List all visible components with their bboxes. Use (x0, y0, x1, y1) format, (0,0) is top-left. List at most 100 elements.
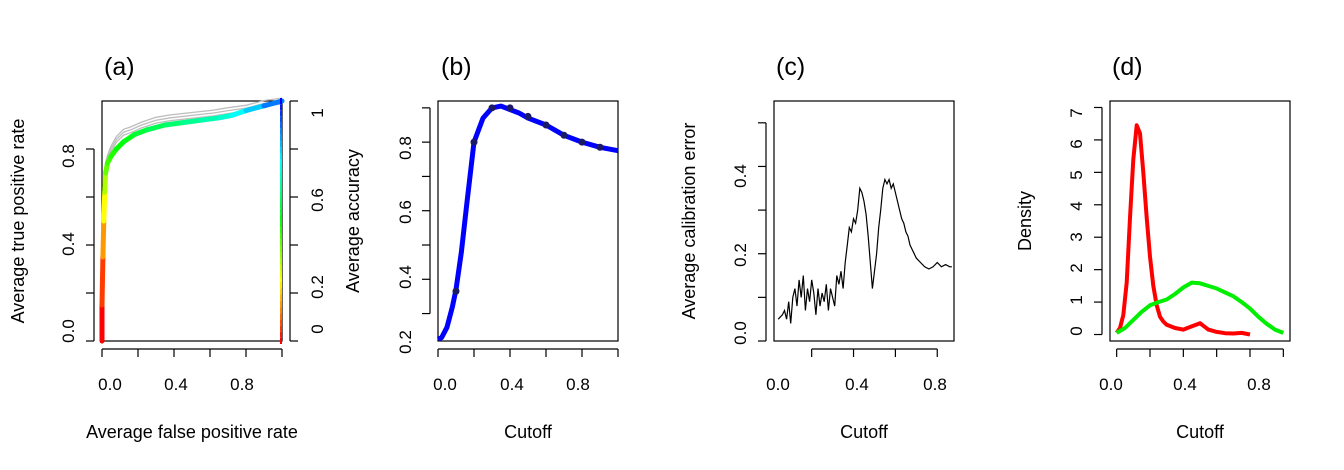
panel-d-y-tick-label: 2 (1067, 263, 1086, 272)
panel-b-y-tick-label: 0.4 (396, 265, 415, 289)
panel-b-y-tick-label: 0.6 (396, 200, 415, 224)
accuracy-colorbar-cell (280, 288, 282, 295)
accuracy-colorbar-cell (280, 221, 282, 228)
accuracy-point (452, 287, 460, 295)
panel-a-x-ticks: 0.0 0.4 0.8 (98, 375, 254, 394)
accuracy-colorbar-cell (280, 178, 282, 184)
roc-average-segment (243, 103, 267, 114)
accuracy-point (524, 112, 532, 120)
panel-a-x-axis-label: Average false positive rate (86, 422, 298, 442)
panel-a-x-tick-label: 0.4 (164, 375, 188, 394)
roc-average-segment (198, 115, 222, 123)
accuracy-point (542, 121, 550, 129)
panel-a-y-axis-label: Average true positive rate (8, 119, 28, 324)
panel-a-y2-tick-label: 0.6 (308, 188, 327, 212)
panel-a-series (99, 97, 285, 344)
accuracy-point (596, 143, 604, 151)
panel-c-label: (c) (776, 53, 805, 81)
density-red-line (1115, 123, 1251, 337)
accuracy-colorbar-cell (280, 159, 282, 166)
panel-b-axis-lines (422, 107, 619, 357)
panel-a-x-tick-label: 0.0 (98, 375, 122, 394)
panel-a-label: (a) (104, 53, 135, 81)
panel-a-y2-tick-label: 1 (308, 108, 327, 117)
panel-a-y2-tick-label: 0.2 (308, 275, 327, 299)
accuracy-colorbar-cell (280, 270, 282, 277)
panel-d-x-tick-label: 0.4 (1173, 375, 1197, 394)
accuracy-point (470, 138, 478, 146)
accuracy-colorbar-cell (280, 319, 282, 326)
accuracy-colorbar-cell (280, 331, 282, 338)
accuracy-colorbar-cell (280, 128, 282, 135)
panel-a-y2-axis-label: Average accuracy (343, 149, 363, 293)
accuracy-colorbar-cell (280, 307, 282, 314)
accuracy-colorbar-cell (280, 190, 282, 197)
panel-d-x-axis-label: Cutoff (1176, 422, 1225, 442)
roc-average-segment (101, 189, 108, 224)
accuracy-colorbar-cell (280, 196, 282, 203)
roc-average-segment (180, 117, 204, 126)
accuracy-colorbar-cell (280, 233, 282, 240)
panel-d-series (1115, 123, 1285, 337)
panel-d-y-ticks: 0 1 2 3 4 5 6 7 (1067, 108, 1086, 335)
accuracy-colorbar-cell (280, 258, 282, 264)
panel-d-x-tick-label: 0.8 (1247, 375, 1271, 394)
panel-b-x-tick-label: 0.0 (433, 375, 457, 394)
panel-b-x-axis-label: Cutoff (504, 422, 553, 442)
panel-c-x-tick-label: 0.0 (766, 375, 790, 394)
panel-c-series (777, 177, 952, 324)
accuracy-colorbar-cell (280, 227, 282, 234)
roc-average-segment (100, 218, 107, 260)
panel-d-y-tick-label: 7 (1067, 108, 1086, 117)
density-green-line (1115, 280, 1285, 335)
panel-d-y-tick-label: 0 (1067, 326, 1086, 335)
accuracy-colorbar-cell (280, 239, 282, 246)
accuracy-colorbar-cell (280, 294, 282, 301)
panel-d-axis-lines (1094, 106, 1284, 357)
accuracy-colorbar-cell (280, 245, 282, 252)
accuracy-colorbar-cell (280, 301, 282, 308)
panel-a-y-tick-label: 0.8 (59, 144, 78, 168)
accuracy-colorbar-cell (280, 104, 282, 111)
panel-a-y-ticks: 0.0 0.4 0.8 (59, 144, 78, 343)
accuracy-colorbar-cell (280, 313, 282, 320)
panel-b-x-tick-label: 0.8 (566, 375, 590, 394)
panel-a-y2-tick-label: 0 (308, 324, 327, 333)
accuracy-colorbar-cell (280, 282, 282, 289)
panel-a-axis-lines (86, 100, 298, 357)
accuracy-point (488, 104, 496, 112)
roc-average-segment (144, 122, 168, 133)
accuracy-colorbar-cell (280, 338, 282, 344)
calibration-error-line (777, 177, 952, 324)
panel-c-y-tick-label: 0.4 (731, 164, 750, 188)
panel-d-x-ticks: 0.0 0.4 0.8 (1099, 375, 1271, 394)
panel-d-x-tick-label: 0.0 (1099, 375, 1123, 394)
accuracy-colorbar-cell (280, 141, 282, 148)
roc-average-segment (261, 98, 285, 109)
panel-d-y-axis-label: Density (1015, 191, 1035, 251)
accuracy-colorbar-cell (280, 325, 282, 332)
roc-average-segment (162, 120, 186, 128)
panel-c-y-ticks: 0.0 0.2 0.4 (731, 164, 750, 345)
panel-b-y-ticks: 0.2 0.4 0.6 0.8 (396, 136, 415, 354)
panel-c-y-tick-label: 0.0 (731, 321, 750, 345)
panel-c-y-tick-label: 0.2 (731, 243, 750, 267)
accuracy-colorbar-cell (280, 251, 282, 258)
accuracy-colorbar-cell (280, 276, 282, 283)
accuracy-colorbar-cell (280, 153, 282, 160)
roc-average-segment (99, 254, 106, 308)
panel-c-axis-lines (758, 122, 938, 357)
panel-d-plot-frame (1109, 100, 1291, 342)
panel-b-y-tick-label: 0.8 (396, 136, 415, 160)
panel-a-y2-ticks: 0 0.2 0.6 1 (308, 108, 327, 333)
accuracy-point (506, 104, 514, 112)
panel-b: (b) Cutoff 0.0 0.4 0.8 0.2 0.4 0.6 0.8 (396, 53, 619, 442)
panel-d-y-tick-label: 5 (1067, 170, 1086, 179)
panel-c-x-tick-label: 0.4 (845, 375, 869, 394)
accuracy-colorbar-cell (280, 147, 282, 154)
accuracy-point (578, 138, 586, 146)
accuracy-colorbar-cell (280, 208, 282, 215)
